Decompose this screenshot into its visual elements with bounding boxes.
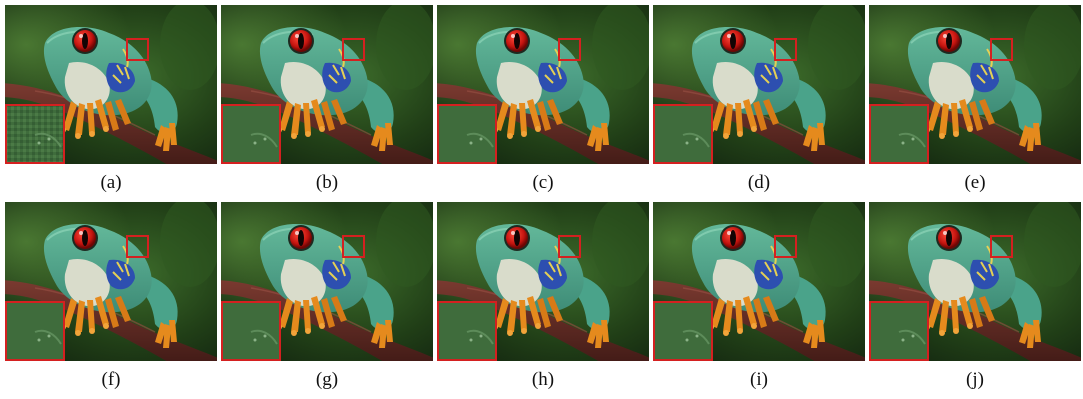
figure-panel-9: (j) bbox=[869, 202, 1081, 399]
figure-panel-3: (d) bbox=[653, 5, 865, 202]
figure-panel-6: (g) bbox=[221, 202, 433, 399]
panel-caption: (f) bbox=[101, 369, 121, 390]
figure-panel-4: (e) bbox=[869, 5, 1081, 202]
frog-photo bbox=[653, 5, 865, 164]
frog-photo bbox=[221, 5, 433, 164]
frog-photo bbox=[5, 5, 217, 164]
zoom-inset bbox=[221, 301, 281, 361]
figure-panel-7: (h) bbox=[437, 202, 649, 399]
frog-photo bbox=[653, 202, 865, 361]
zoom-inset bbox=[437, 104, 497, 164]
figure-panel-8: (i) bbox=[653, 202, 865, 399]
frog-photo bbox=[869, 5, 1081, 164]
panel-caption: (d) bbox=[747, 172, 771, 193]
figure-grid: (a) bbox=[5, 5, 1081, 399]
frog-photo bbox=[5, 202, 217, 361]
figure-panel-5: (f) bbox=[5, 202, 217, 399]
panel-caption: (a) bbox=[100, 172, 122, 193]
frog-photo bbox=[221, 202, 433, 361]
panel-caption: (e) bbox=[964, 172, 986, 193]
zoom-inset bbox=[221, 104, 281, 164]
figure-panel-2: (c) bbox=[437, 5, 649, 202]
zoom-inset bbox=[5, 301, 65, 361]
zoom-inset bbox=[5, 104, 65, 164]
zoom-inset bbox=[869, 301, 929, 361]
zoom-inset bbox=[653, 104, 713, 164]
panel-caption: (h) bbox=[531, 369, 555, 390]
zoom-inset bbox=[653, 301, 713, 361]
panel-caption: (i) bbox=[750, 369, 768, 390]
panel-caption: (j) bbox=[966, 369, 984, 390]
frog-photo bbox=[437, 202, 649, 361]
zoom-inset bbox=[437, 301, 497, 361]
figure-panel-0: (a) bbox=[5, 5, 217, 202]
frog-photo bbox=[437, 5, 649, 164]
figure-panel-1: (b) bbox=[221, 5, 433, 202]
panel-caption: (b) bbox=[315, 172, 339, 193]
panel-caption: (g) bbox=[315, 369, 339, 390]
panel-caption: (c) bbox=[532, 172, 554, 193]
frog-photo bbox=[869, 202, 1081, 361]
zoom-inset bbox=[869, 104, 929, 164]
